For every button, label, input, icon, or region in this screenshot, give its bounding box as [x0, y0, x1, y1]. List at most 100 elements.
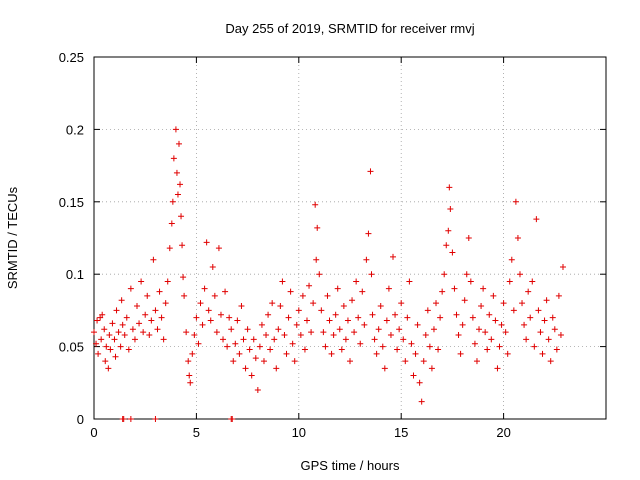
data-point	[103, 343, 110, 350]
data-point	[322, 343, 329, 350]
data-point	[441, 271, 448, 278]
data-point	[451, 285, 458, 292]
data-point	[525, 288, 532, 295]
data-point	[115, 329, 122, 336]
data-point	[383, 317, 390, 324]
data-point	[344, 317, 351, 324]
data-point	[168, 220, 175, 227]
data-point	[496, 343, 503, 350]
data-point	[433, 300, 440, 307]
chart-title: Day 255 of 2019, SRMTID for receiver rmv…	[225, 21, 474, 36]
data-point	[127, 285, 134, 292]
data-point	[263, 332, 270, 339]
data-point	[117, 343, 124, 350]
data-point	[244, 326, 251, 333]
data-point	[125, 346, 132, 353]
data-point	[463, 271, 470, 278]
data-point	[138, 278, 145, 285]
x-axis: 0 5 10 15 20	[90, 57, 511, 440]
data-point	[349, 297, 356, 304]
data-point	[404, 314, 411, 321]
data-point	[224, 343, 231, 350]
data-point	[498, 321, 505, 328]
data-point	[527, 314, 534, 321]
data-point	[459, 321, 466, 328]
data-point	[293, 321, 300, 328]
data-point	[476, 326, 483, 333]
data-point	[306, 282, 313, 289]
data-point	[449, 249, 456, 256]
data-point	[120, 416, 127, 422]
data-point	[226, 314, 233, 321]
data-point	[170, 155, 177, 162]
data-point	[371, 336, 378, 343]
data-point	[555, 292, 562, 299]
data-point	[246, 346, 253, 353]
data-point	[367, 168, 374, 175]
data-point	[424, 307, 431, 314]
data-point	[112, 353, 119, 360]
data-point	[203, 239, 210, 246]
data-points	[91, 126, 566, 422]
data-point	[473, 358, 480, 365]
data-point	[446, 184, 453, 191]
data-point	[363, 256, 370, 263]
data-point	[320, 329, 327, 336]
x-tick-label: 20	[496, 425, 510, 440]
y-tick-label: 0.1	[66, 267, 84, 282]
data-point	[299, 292, 306, 299]
data-point	[537, 329, 544, 336]
data-point	[426, 343, 433, 350]
data-point	[457, 350, 464, 357]
data-point	[275, 326, 282, 333]
data-point	[547, 358, 554, 365]
data-point	[260, 358, 267, 365]
data-point	[359, 288, 366, 295]
data-point	[240, 336, 247, 343]
data-point	[541, 317, 548, 324]
data-point	[373, 350, 380, 357]
data-point	[324, 292, 331, 299]
data-point	[447, 206, 454, 213]
data-point	[289, 340, 296, 347]
data-point	[490, 292, 497, 299]
data-point	[205, 307, 212, 314]
data-point	[437, 314, 444, 321]
data-point	[199, 321, 206, 328]
data-point	[248, 372, 255, 379]
data-point	[95, 350, 102, 357]
data-point	[351, 329, 358, 336]
data-point	[553, 346, 560, 353]
data-point	[301, 346, 308, 353]
data-point	[379, 343, 386, 350]
data-point	[195, 340, 202, 347]
data-point	[455, 332, 462, 339]
data-point	[177, 181, 184, 188]
data-point	[213, 329, 220, 336]
x-tick-label: 10	[292, 425, 306, 440]
data-point	[271, 336, 278, 343]
data-point	[193, 314, 200, 321]
data-point	[396, 326, 403, 333]
data-point	[295, 307, 302, 314]
data-point	[236, 350, 243, 357]
data-point	[106, 332, 113, 339]
data-point	[279, 278, 286, 285]
y-axis-label: SRMTID / TECUs	[5, 186, 20, 289]
data-point	[508, 256, 515, 263]
data-point	[355, 314, 362, 321]
data-point	[230, 358, 237, 365]
data-point	[287, 288, 294, 295]
data-point	[166, 245, 173, 252]
data-point	[211, 292, 218, 299]
data-point	[312, 201, 319, 208]
data-point	[338, 346, 345, 353]
data-point	[109, 320, 116, 327]
data-point	[99, 311, 106, 318]
data-point	[410, 372, 417, 379]
data-point	[217, 311, 224, 318]
data-point	[406, 278, 413, 285]
data-point	[162, 300, 169, 307]
data-point	[316, 271, 323, 278]
